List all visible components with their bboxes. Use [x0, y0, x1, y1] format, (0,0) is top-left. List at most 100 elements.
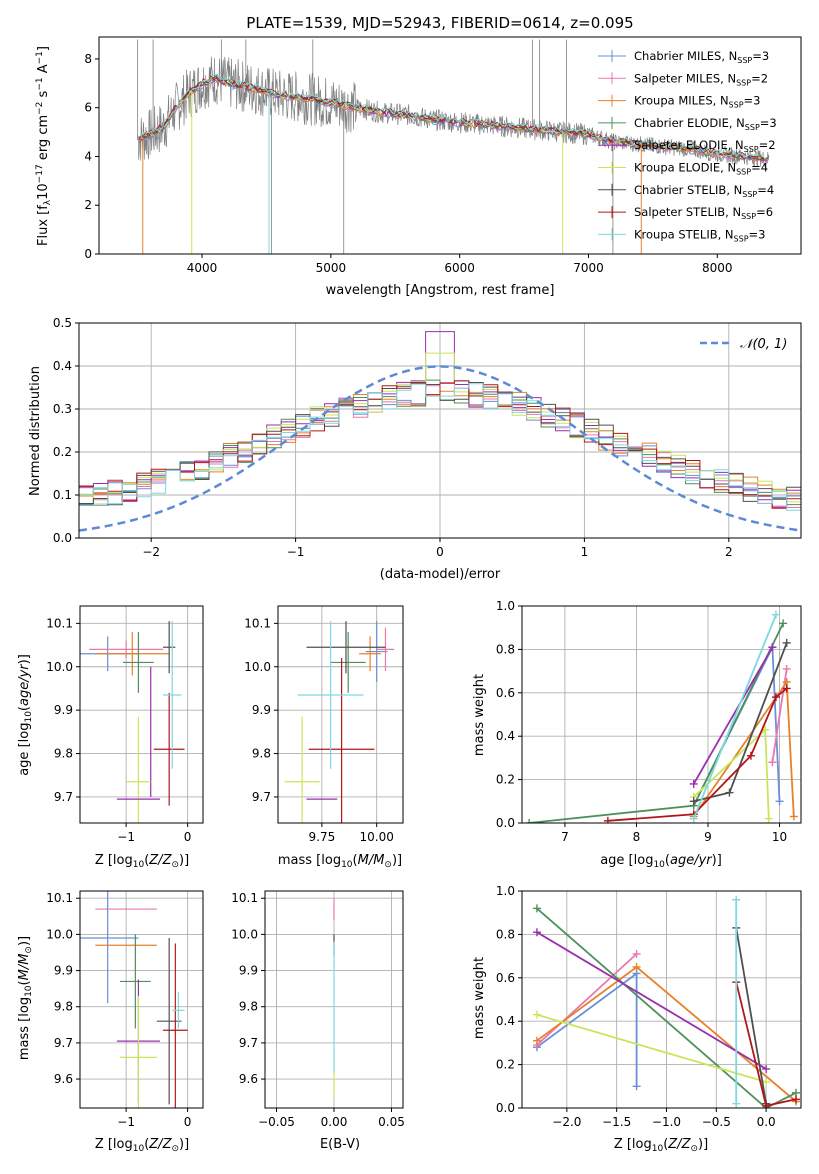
weight-vs-age-y-tick-label: 0.0 [496, 816, 515, 830]
weight-vs-Z-y-tick-label: 1.0 [496, 884, 515, 898]
mass-vs-EBV-y-tick-label: 9.9 [239, 964, 258, 978]
mass-vs-Z-y-tick-label: 10.0 [46, 927, 73, 941]
mass-weight-line [536, 953, 638, 1046]
mass-weight-line [536, 931, 767, 1070]
weight-vs-metallicity-panel: −2.0 −1.5 −1.0 −0.5 0.0 0.0 0.2 0.4 0.6 0.8 1.0 Z … [472, 884, 802, 1154]
mass-vs-EBV-y-tick-label: 10.1 [231, 891, 258, 905]
age-vs-Z-x-tick-label: 0 [184, 830, 192, 844]
age-vs-mass-frame [277, 605, 404, 824]
age-vs-mass-y-tick-label: 9.8 [252, 747, 271, 761]
legend-count: =2 [759, 138, 776, 152]
spectrum-legend-label: Chabrier STELIB, NSSP=4 [634, 183, 774, 199]
age-vs-Z-y-tick-label: 9.7 [54, 790, 73, 804]
weight-vs-age-plot-area [525, 610, 798, 823]
spectrum-x-tick-label: 6000 [444, 261, 475, 275]
spectrum-y-tick-label: 4 [84, 149, 92, 163]
weight-vs-age-x-tick-label: 8 [633, 830, 641, 844]
mass-vs-EBV-x-tick-label: 0.05 [378, 1115, 405, 1129]
weight-vs-age-frame [521, 605, 802, 824]
residuals-y-tick-label: 0.3 [53, 402, 72, 416]
mass-vs-extinction-x-label: E(B-V) [320, 1137, 360, 1152]
mass-vs-Z-y-tick-label: 9.7 [54, 1036, 73, 1050]
normal-curve-legend-label: 𝒩(0, 1) [740, 337, 787, 352]
mass-vs-metallicity-panel: −1 09.69.79.89.910.010.1 Z [log10(Z/Z⊙)] … [17, 890, 204, 1154]
weight-vs-age-x-tick-label: 7 [561, 830, 569, 844]
residuals-legend: 𝒩(0, 1) [700, 337, 787, 352]
residuals-y-label: Normed distribution [28, 366, 43, 496]
legend-text: Chabrier ELODIE, N [634, 116, 745, 130]
weight-vs-Z-x-tick-label: −0.5 [702, 1115, 731, 1129]
spectrum-legend-label: Kroupa ELODIE, NSSP=4 [634, 161, 768, 177]
mass-vs-EBV-x-tick-label: −0.05 [258, 1115, 295, 1129]
normal-curve [79, 365, 799, 532]
legend-subscript: SSP [742, 190, 757, 199]
age-vs-mass-plot-area [284, 621, 395, 823]
mass-vs-Z-y-tick-label: 10.1 [46, 891, 73, 905]
legend-count: =3 [744, 94, 761, 108]
residuals-x-tick-label: −2 [142, 545, 160, 559]
legend-count: =2 [751, 71, 768, 85]
legend-text: Kroupa STELIB, N [634, 227, 734, 241]
spectrum-frame [98, 36, 802, 255]
mass-weight-line [692, 646, 774, 785]
age-vs-mass-x-tick-label: 9.75 [309, 830, 336, 844]
age-vs-mass-x-label: mass [log10(M/M⊙)] [278, 853, 402, 870]
spectrum-legend-label: Kroupa STELIB, NSSP=3 [634, 227, 765, 243]
mass-vs-Z-y-tick-label: 9.6 [54, 1072, 73, 1086]
spectrum-y-tick-label: 0 [84, 247, 92, 261]
age-vs-Z-frame [79, 605, 204, 824]
mass-weight-line [536, 907, 797, 1108]
mass-weight-line [529, 623, 784, 823]
age-vs-mass-y-tick-label: 10.1 [244, 616, 271, 630]
mass-weight-line [692, 614, 777, 820]
mass-vs-Z-frame [79, 890, 204, 1109]
legend-count: =3 [760, 116, 777, 130]
mass-vs-EBV-y-tick-label: 10.0 [231, 927, 258, 941]
legend-count: =3 [749, 227, 766, 241]
age-vs-mass-y-tick-label: 10.0 [244, 660, 271, 674]
age-vs-mass-y-tick-label: 9.7 [252, 790, 271, 804]
residuals-x-tick-label: 2 [725, 545, 733, 559]
weight-vs-age-y-label: mass weight [472, 674, 487, 756]
legend-text: Chabrier STELIB, N [634, 183, 742, 197]
residual-histogram-step [79, 383, 801, 511]
age-vs-mass-x-tick-label: 10.00 [360, 830, 394, 844]
residuals-y-tick-label: 0.2 [53, 445, 72, 459]
spectrum-data-line [137, 56, 770, 167]
legend-subscript: SSP [736, 168, 751, 177]
residuals-y-tick-label: 0.0 [53, 531, 72, 545]
residual-histogram-step [79, 365, 801, 506]
spectrum-model-line [138, 76, 768, 162]
spectrum-x-tick-label: 7000 [573, 261, 604, 275]
spectrum-legend-label: Chabrier MILES, NSSP=3 [634, 49, 769, 65]
legend-text: Salpeter MILES, N [634, 71, 736, 85]
age-vs-Z-y-tick-label: 9.8 [54, 747, 73, 761]
mass-vs-Z-y-tick-label: 9.8 [54, 1000, 73, 1014]
legend-subscript: SSP [744, 145, 759, 154]
legend-text: Kroupa MILES, N [634, 94, 729, 108]
spectrum-legend-label: Salpeter STELIB, NSSP=6 [634, 205, 773, 221]
spectrum-panel: PLATE=1539, MJD=52943, FIBERID=0614, z=0… [35, 14, 802, 298]
spectrum-plot-area [137, 39, 770, 254]
legend-text: Chabrier MILES, N [634, 49, 737, 63]
spectrum-y-tick-label: 8 [84, 52, 92, 66]
mass-vs-Z-x-tick-label: −1 [117, 1115, 135, 1129]
legend-count: =3 [752, 49, 769, 63]
spectrum-x-tick-label: 4000 [187, 261, 218, 275]
spectrum-legend-label: Kroupa MILES, NSSP=3 [634, 94, 760, 110]
legend-text: Kroupa ELODIE, N [634, 161, 736, 175]
residuals-x-tick-label: 1 [581, 545, 589, 559]
legend-subscript: SSP [745, 123, 760, 132]
spectrum-y-tick-label: 6 [84, 101, 92, 115]
mass-vs-EBV-y-tick-label: 9.6 [239, 1072, 258, 1086]
spectrum-y-tick-label: 2 [84, 198, 92, 212]
weight-vs-Z-y-tick-label: 0.4 [496, 1014, 515, 1028]
age-vs-metallicity-y-label: age [log10(age/yr)] [17, 654, 34, 776]
weight-vs-age-y-tick-label: 0.4 [496, 729, 515, 743]
legend-subscript: SSP [737, 56, 752, 65]
weight-vs-metallicity-y-label: mass weight [472, 957, 487, 1039]
weight-vs-Z-x-tick-label: −2.0 [552, 1115, 581, 1129]
legend-count: =4 [757, 183, 774, 197]
mass-weight-line [536, 1013, 767, 1083]
